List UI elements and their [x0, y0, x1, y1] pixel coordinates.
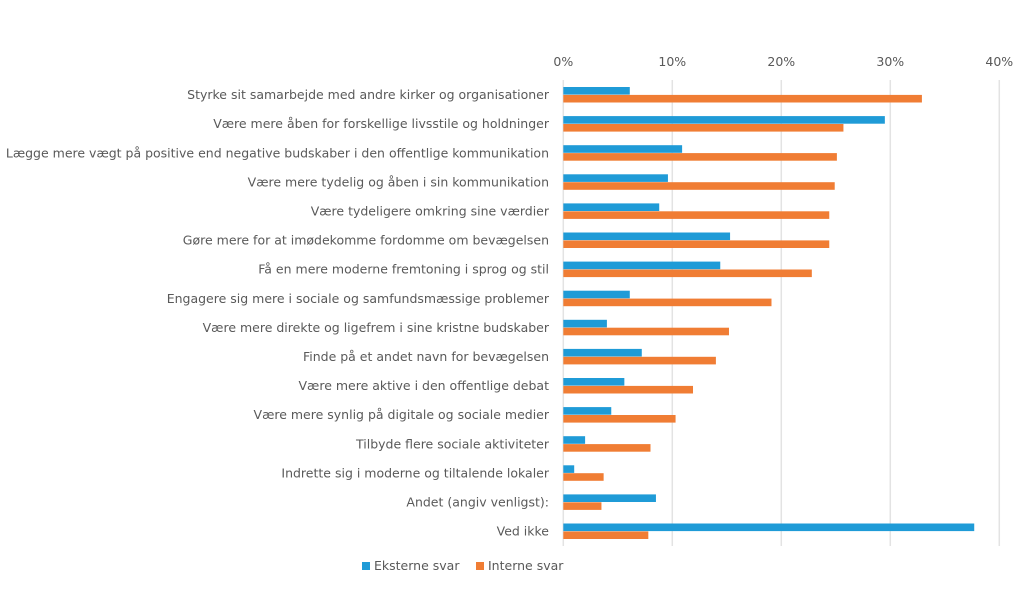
bar-eksterne	[563, 465, 575, 473]
category-label: Tilbyde flere sociale aktiviteter	[355, 436, 550, 451]
x-tick-label: 40%	[985, 54, 1013, 69]
legend-label-eksterne: Eksterne svar	[374, 558, 460, 573]
bar-eksterne	[563, 174, 668, 182]
category-label: Være mere synlig på digitale og sociale …	[254, 407, 550, 422]
bar-eksterne	[563, 378, 625, 386]
x-tick-label: 0%	[553, 54, 573, 69]
category-label: Finde på et andet navn for bevægelsen	[303, 349, 549, 364]
bar-eksterne	[563, 319, 607, 328]
bar-eksterne	[563, 290, 630, 299]
category-label: Andet (angiv venligst):	[406, 495, 549, 510]
category-label: Være mere direkte og ligefrem i sine kri…	[203, 320, 550, 335]
bar-interne	[563, 211, 830, 219]
bar-eksterne	[563, 261, 721, 270]
x-tick-label: 30%	[876, 54, 904, 69]
category-label: Få en mere moderne fremtoning i sprog og…	[258, 262, 549, 277]
category-label: Være mere åben for forskellige livsstile…	[213, 116, 550, 131]
bar-interne	[563, 502, 602, 510]
legend-swatch-eksterne	[362, 562, 370, 570]
bar-eksterne	[563, 203, 660, 211]
bar-eksterne	[563, 494, 656, 502]
bar-interne	[563, 182, 835, 190]
bar-interne	[563, 240, 830, 248]
bar-interne	[563, 356, 716, 365]
category-label: Være tydeligere omkring sine værdier	[311, 204, 550, 219]
category-label: Lægge mere vægt på positive end negative…	[6, 145, 549, 160]
bar-interne	[563, 444, 651, 452]
bar-eksterne	[563, 232, 731, 241]
category-label: Engagere sig mere i sociale og samfundsm…	[167, 291, 550, 306]
legend: Eksterne svar Interne svar	[362, 558, 564, 573]
category-label: Indrette sig i moderne og tiltalende lok…	[281, 465, 549, 480]
bar-eksterne	[563, 523, 975, 532]
legend-swatch-interne	[476, 562, 484, 570]
category-label: Ved ikke	[497, 524, 550, 539]
category-label: Være mere tydelig og åben i sin kommunik…	[248, 174, 549, 189]
x-axis-ticks: 0% 10% 20% 30% 40%	[553, 54, 1013, 69]
legend-label-interne: Interne svar	[488, 558, 564, 573]
bar-interne	[563, 269, 812, 278]
bar-interne	[563, 415, 676, 423]
bar-interne	[563, 327, 729, 336]
bars	[563, 87, 975, 539]
bar-interne	[563, 124, 844, 132]
bar-eksterne	[563, 348, 642, 357]
bar-eksterne	[563, 116, 885, 124]
category-label: Styrke sit samarbejde med andre kirker o…	[187, 87, 550, 102]
bar-eksterne	[563, 87, 630, 95]
x-tick-label: 10%	[658, 54, 686, 69]
category-labels: Styrke sit samarbejde med andre kirker o…	[6, 87, 550, 538]
x-tick-label: 20%	[767, 54, 795, 69]
bar-interne	[563, 531, 649, 539]
category-label: Være mere aktive i den offentlige debat	[299, 378, 550, 393]
bar-interne	[563, 153, 837, 161]
bar-eksterne	[563, 407, 612, 415]
bar-eksterne	[563, 145, 683, 153]
bar-eksterne	[563, 436, 586, 444]
bar-interne	[563, 385, 694, 394]
bar-interne	[563, 473, 604, 481]
category-label: Gøre mere for at imødekomme fordomme om …	[183, 233, 549, 248]
bar-interne	[563, 298, 772, 307]
bar-interne	[563, 94, 922, 103]
